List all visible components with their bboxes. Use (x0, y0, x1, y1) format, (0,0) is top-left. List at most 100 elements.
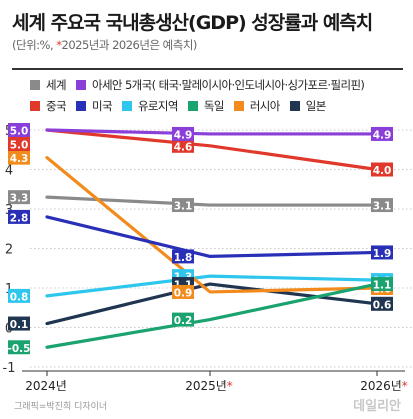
data-label: 4.3 (8, 150, 30, 165)
chart-title: 세계 주요국 국내총생산(GDP) 성장률과 예측치 (12, 12, 373, 34)
data-label-box (371, 162, 393, 177)
legend-label: 독일 (203, 98, 225, 113)
legend: 세계 아세안 5개국( 태국·말레이시아·인도네시아·싱가포르·필리핀) 중국 미국 유… (30, 74, 400, 116)
legend-item: 중국 (30, 98, 67, 114)
x-tick-text: 2026년 (360, 379, 402, 393)
data-label-box (8, 288, 30, 303)
data-label: 4.0 (371, 162, 393, 177)
data-label-text: 4.9 (373, 129, 392, 141)
legend-item: 세계 (30, 77, 67, 93)
data-label-box (172, 198, 194, 213)
data-label: 4.6 (172, 138, 194, 153)
series-line (45, 215, 379, 258)
series-line (45, 282, 379, 349)
data-label-text: 0.1 (10, 319, 29, 331)
y-tick-label: -1 (3, 361, 16, 376)
data-label-text: 4.9 (174, 129, 193, 141)
legend-row: 중국 미국 유로지역 독일 러시아 일본 (30, 95, 400, 116)
data-label: 1.1 (371, 277, 393, 292)
data-label-box (172, 126, 194, 141)
data-label-box (371, 245, 393, 260)
data-label: 1.8 (172, 249, 194, 264)
footer-logo: 데일리안 (353, 399, 401, 414)
data-label: 0.1 (8, 316, 30, 331)
legend-swatch (75, 79, 86, 90)
series-line (45, 195, 379, 207)
legend-label: 중국 (46, 98, 67, 113)
legend-swatch (121, 100, 132, 111)
legend-item: 러시아 (233, 98, 281, 114)
series-line (45, 128, 379, 136)
data-label-text: 0.6 (373, 299, 392, 311)
x-tick-star: * (227, 379, 233, 393)
x-tick-label: 2025년* (185, 379, 233, 393)
data-label-text: 2.8 (10, 212, 29, 224)
data-label-box (8, 316, 30, 331)
legend-row: 세계 아세안 5개국( 태국·말레이시아·인도네시아·싱가포르·필리핀) (30, 74, 400, 95)
x-tick-text: 2025년 (185, 379, 227, 393)
x-tick-label: 2026년* (360, 379, 408, 393)
data-label-box (8, 340, 30, 355)
data-label-box (8, 123, 30, 137)
data-label: 0.6 (371, 296, 393, 311)
legend-item: 일본 (289, 98, 327, 114)
data-label-box (371, 277, 393, 292)
data-label-box (8, 190, 30, 205)
data-label-box (8, 150, 30, 165)
data-label-box (172, 138, 194, 153)
data-label: 0.2 (172, 312, 194, 327)
data-label-text: 1.8 (174, 252, 193, 264)
data-label: 3.1 (371, 198, 393, 213)
x-tick-text: 2024년 (25, 379, 67, 393)
data-label: 0.9 (172, 284, 194, 299)
y-tick-label: 4 (5, 164, 13, 179)
data-label-text: 1.1 (373, 280, 392, 292)
x-tick-star: * (402, 379, 408, 393)
legend-item: 유로지역 (121, 98, 178, 114)
data-label-box (172, 312, 194, 327)
data-label: 5.0 (8, 123, 30, 138)
legend-label: 아세안 5개국( 태국·말레이시아·인도네시아·싱가포르·필리핀) (91, 77, 365, 92)
legend-swatch (233, 100, 244, 111)
y-tick-label: 2 (5, 243, 13, 258)
data-label-box (172, 249, 194, 264)
legend-label: 미국 (91, 98, 113, 113)
legend-label: 일본 (305, 98, 327, 113)
data-label: 1.9 (371, 245, 393, 260)
data-label-box (8, 209, 30, 224)
data-label: 0.8 (8, 288, 30, 303)
data-label-box (172, 284, 194, 299)
data-label-text: 5.0 (10, 140, 29, 152)
legend-item: 아세안 5개국( 태국·말레이시아·인도네시아·싱가포르·필리핀) (75, 77, 365, 93)
data-label-text: 1.9 (373, 248, 392, 260)
data-label-text: 4.6 (174, 141, 193, 153)
data-label-box (371, 126, 393, 141)
data-label: 4.9 (172, 126, 194, 141)
data-label-text: 3.1 (373, 201, 392, 213)
legend-swatch (289, 100, 300, 111)
data-label: -0.5 (8, 340, 30, 355)
data-label-box (371, 198, 393, 213)
series-line (45, 156, 379, 294)
legend-divider (12, 68, 403, 70)
series-line (45, 274, 379, 298)
data-label-text: 4.3 (10, 153, 29, 165)
data-label-text: 3.1 (174, 201, 193, 213)
subtitle-forecast-note: 2025년과 2026년은 예측치) (61, 38, 198, 52)
data-label: 3.3 (8, 190, 30, 205)
data-label: 3.1 (172, 198, 194, 213)
legend-item: 미국 (75, 98, 113, 114)
data-label-box (371, 296, 393, 311)
data-label-box (8, 137, 30, 151)
legend-label: 러시아 (249, 98, 281, 113)
legend-item: 독일 (187, 98, 225, 114)
data-label-text: 4.0 (373, 165, 392, 177)
footer-credit: 그래픽=박진희 디자이너 (14, 402, 108, 412)
data-label: 2.8 (8, 209, 30, 224)
chart-subtitle: (단위:%, *2025년과 2026년은 예측치) (12, 37, 197, 53)
x-tick-label: 2024년 (25, 379, 67, 393)
legend-swatch (30, 79, 40, 90)
data-label-text: 5.0 (10, 126, 29, 138)
subtitle-unit: (단위:%, (12, 38, 57, 52)
data-label: 4.9 (371, 126, 393, 141)
